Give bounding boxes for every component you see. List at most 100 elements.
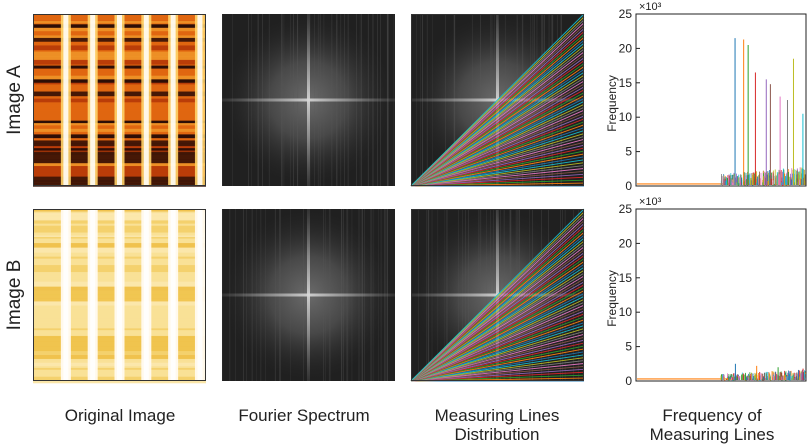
measuring-line	[410, 156, 585, 187]
y-multiplier-label: ×10³	[639, 196, 662, 208]
y-tick-label: 20	[619, 41, 633, 55]
y-axis-label: Frequency	[605, 270, 619, 327]
measuring-line	[410, 354, 585, 382]
measuring-line	[410, 360, 585, 382]
measuring-line	[410, 176, 585, 187]
measuring-line	[410, 170, 585, 187]
measuring-line	[410, 147, 585, 187]
y-tick-label: 25	[619, 202, 633, 216]
y-tick-label: 0	[625, 374, 632, 388]
light-column-core	[197, 209, 203, 381]
light-column-core	[143, 209, 149, 381]
frequency-chart-a: 0 5 10 15 20 25 ×10³ Frequency	[605, 1, 807, 193]
panel-border	[33, 209, 206, 381]
measuring-line	[410, 331, 585, 382]
measuring-line	[410, 162, 585, 187]
measuring-line	[410, 333, 585, 382]
measuring-lines-b	[410, 208, 585, 382]
light-column-core	[117, 14, 122, 186]
spectrum-vertical-axis	[307, 14, 310, 186]
measuring-line	[410, 316, 585, 382]
chart-frame	[635, 208, 807, 382]
measuring-line	[410, 13, 585, 187]
measuring-line	[410, 208, 585, 382]
light-column-core	[90, 14, 96, 186]
light-column-core	[90, 209, 96, 381]
column-caption-frequency: Frequency of Measuring Lines	[650, 406, 775, 444]
frequency-chart-b: 0 5 10 15 20 25 ×10³ Frequency	[605, 196, 807, 388]
y-tick-label: 0	[625, 179, 632, 193]
measuring-line	[410, 130, 585, 187]
light-column-core	[143, 14, 149, 186]
caption-line: Measuring Lines	[435, 406, 560, 425]
original-image-b	[33, 209, 206, 384]
measuring-line	[410, 133, 585, 187]
y-tick-label: 25	[619, 7, 633, 21]
y-tick-label: 5	[625, 340, 632, 354]
measuring-line	[410, 127, 585, 187]
column-caption-measuring: Measuring Lines Distribution	[435, 406, 560, 444]
light-column-core	[117, 209, 122, 381]
measuring-line	[410, 368, 585, 382]
caption-line: Frequency of	[662, 406, 761, 425]
fourier-spectrum-b	[221, 209, 395, 381]
fourier-spectrum-a	[222, 14, 395, 186]
measuring-line	[410, 319, 585, 382]
measuring-line	[410, 357, 585, 382]
texture-band	[33, 380, 206, 384]
y-tick-label: 15	[619, 76, 633, 90]
measuring-line	[410, 365, 585, 382]
measuring-line	[410, 363, 585, 382]
caption-line: Distribution	[454, 425, 539, 444]
spectrum-vertical-axis	[307, 209, 310, 381]
measuring-line	[410, 118, 585, 187]
light-column-core	[63, 209, 69, 381]
measuring-line	[410, 325, 585, 382]
measuring-line	[410, 121, 585, 187]
column-caption-original: Original Image	[65, 406, 176, 425]
measuring-line	[410, 173, 585, 187]
measuring-line	[410, 348, 585, 382]
measuring-line	[410, 159, 585, 187]
chart-frame	[635, 13, 807, 187]
y-axis-label: Frequency	[605, 75, 619, 132]
measuring-line	[410, 339, 585, 382]
measuring-line	[410, 371, 585, 382]
panel-border	[411, 209, 584, 381]
measuring-lines-a	[410, 13, 585, 187]
caption-line: Fourier Spectrum	[238, 406, 369, 425]
y-tick-label: 20	[619, 236, 633, 250]
measuring-line	[410, 150, 585, 187]
row-label-image-b: Image B	[4, 260, 25, 331]
panel-border	[33, 14, 206, 186]
measuring-line	[410, 328, 585, 382]
measuring-line	[410, 345, 585, 382]
y-tick-label: 10	[619, 110, 633, 124]
measuring-line	[410, 351, 585, 382]
caption-line: Measuring Lines	[650, 425, 775, 444]
y-tick-label: 15	[619, 271, 633, 285]
light-column-core	[63, 14, 69, 186]
y-tick-label: 5	[625, 145, 632, 159]
y-multiplier-label: ×10³	[639, 1, 662, 13]
measuring-line	[410, 165, 585, 187]
panel-border	[411, 14, 584, 186]
measuring-line	[410, 336, 585, 382]
measuring-line	[410, 141, 585, 187]
measuring-line	[410, 322, 585, 382]
measuring-line	[410, 124, 585, 187]
light-column-core	[170, 209, 176, 381]
measuring-line	[410, 153, 585, 187]
measuring-line	[410, 136, 585, 187]
light-column-core	[197, 14, 203, 186]
measuring-line	[410, 342, 585, 382]
measuring-line	[410, 313, 585, 382]
measuring-line	[410, 168, 585, 187]
caption-line: Original Image	[65, 406, 176, 425]
row-label-image-a: Image A	[4, 65, 25, 135]
light-column-core	[170, 14, 176, 186]
original-image-a	[33, 14, 206, 187]
y-tick-label: 10	[619, 305, 633, 319]
column-caption-fourier: Fourier Spectrum	[238, 406, 369, 425]
